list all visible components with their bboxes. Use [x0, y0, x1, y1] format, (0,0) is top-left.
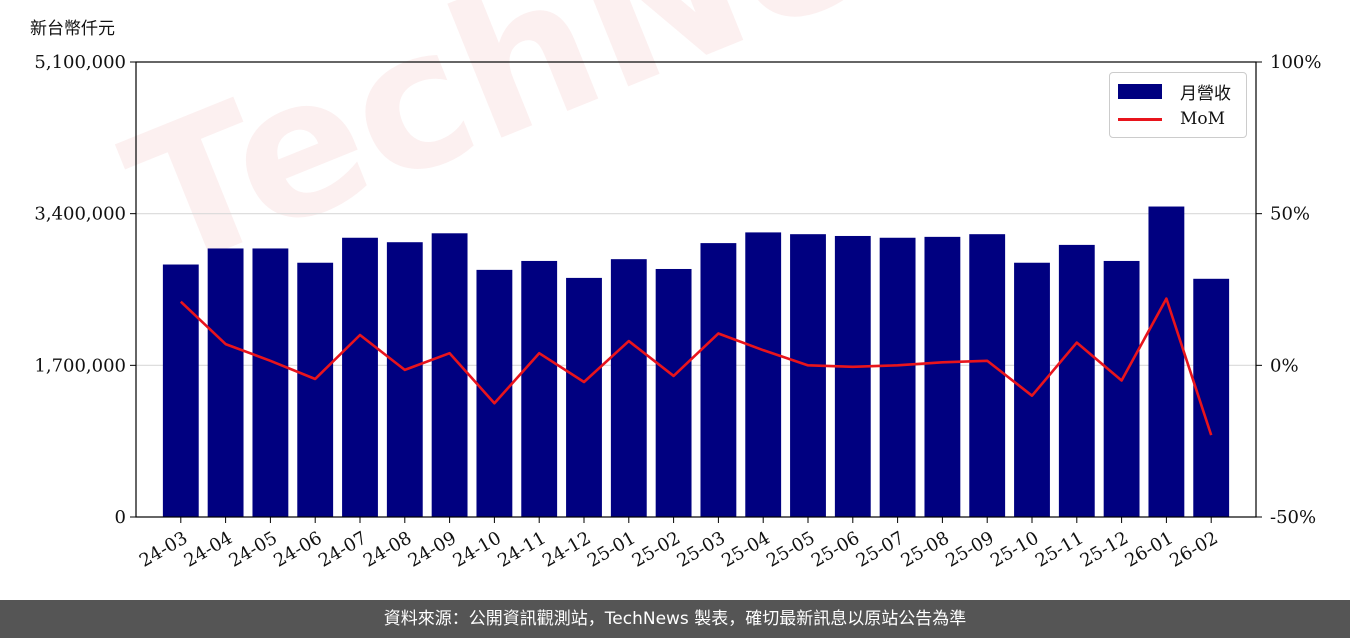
legend-line-swatch [1118, 117, 1162, 121]
mom-line [179, 297, 1213, 436]
x-tick-label: 25-09 [942, 528, 997, 572]
source-footer: 資料來源：公開資訊觀測站，TechNews 製表，確切最新訊息以原站公告為準 [0, 600, 1350, 638]
y2-tick-label: -50% [1270, 507, 1316, 528]
x-tick-label: 24-07 [315, 528, 370, 572]
bar-24-08 [386, 242, 423, 517]
bar-25-01 [610, 259, 647, 517]
legend-item-mom: MoM [1118, 107, 1225, 131]
bar-25-08 [924, 236, 961, 518]
bar-25-06 [834, 235, 871, 517]
bar-24-03 [162, 264, 199, 517]
y2-tick-label: 0% [1270, 355, 1299, 376]
bar-25-04 [745, 232, 782, 517]
x-tick-label: 24-08 [360, 528, 415, 572]
x-tick-label: 25-08 [897, 528, 952, 572]
bar-24-04 [207, 248, 244, 517]
bar-24-07 [342, 237, 378, 518]
bar-25-03 [700, 243, 737, 517]
y-tick-label: 1,700,000 [34, 355, 126, 376]
x-tick-label: 24-06 [270, 528, 325, 572]
y-tick-label: 3,400,000 [34, 204, 126, 225]
x-tick-label: 25-05 [763, 528, 818, 572]
y-tick-label: 0 [115, 507, 126, 528]
x-tick-label: 26-01 [1121, 528, 1176, 572]
bar-25-11 [1058, 244, 1095, 517]
bar-25-09 [969, 234, 1006, 517]
x-tick-label: 25-11 [1032, 528, 1087, 572]
bar-24-05 [252, 248, 289, 517]
x-tick-label: 25-01 [584, 528, 639, 572]
y-axis-unit-label: 新台幣仟元 [30, 19, 115, 39]
x-tick-label: 24-10 [449, 528, 504, 572]
bar-24-11 [521, 260, 558, 517]
plot-frame [135, 61, 1257, 518]
bar-24-12 [566, 277, 602, 517]
x-tick-label: 24-04 [181, 528, 236, 572]
x-tick-label: 24-09 [405, 528, 460, 572]
bar-24-09 [431, 233, 468, 517]
x-tick-label: 24-03 [136, 528, 191, 572]
x-tick-label: 24-05 [225, 528, 280, 572]
x-tick-label: 25-03 [673, 528, 728, 572]
x-tick-label: 25-12 [1077, 528, 1132, 572]
y2-tick-label: 50% [1270, 204, 1310, 225]
bar-24-10 [476, 269, 513, 517]
legend-bar-swatch [1118, 83, 1162, 99]
y-tick-label: 5,100,000 [34, 52, 126, 73]
x-tick-label: 24-11 [494, 528, 549, 572]
bar-25-10 [1014, 262, 1050, 517]
bar-25-12 [1103, 260, 1140, 517]
legend-label-mom: MoM [1180, 109, 1226, 129]
bar-25-05 [790, 234, 826, 517]
x-tick-label: 26-02 [1166, 528, 1221, 572]
y2-tick-label: 100% [1270, 52, 1321, 73]
x-tick-label: 25-10 [987, 528, 1042, 572]
x-tick-label: 25-02 [629, 528, 684, 572]
legend-label-revenue: 月營收 [1180, 83, 1231, 104]
revenue-chart: 0 1,700,000 3,400,000 5,100,000 -50% 0% 50% 100… [34, 52, 1321, 572]
bar-26-01 [1148, 206, 1185, 517]
bar-25-02 [655, 268, 692, 517]
bar-25-07 [879, 237, 916, 518]
bar-24-06 [297, 262, 334, 517]
legend-item-revenue: 月營收 [1118, 79, 1231, 104]
chart-legend: 月營收 MoM [1109, 72, 1247, 138]
x-tick-label: 25-07 [853, 528, 908, 572]
x-tick-label: 25-06 [808, 528, 863, 572]
x-tick-label: 25-04 [718, 528, 773, 572]
x-tick-label: 24-12 [539, 528, 594, 572]
